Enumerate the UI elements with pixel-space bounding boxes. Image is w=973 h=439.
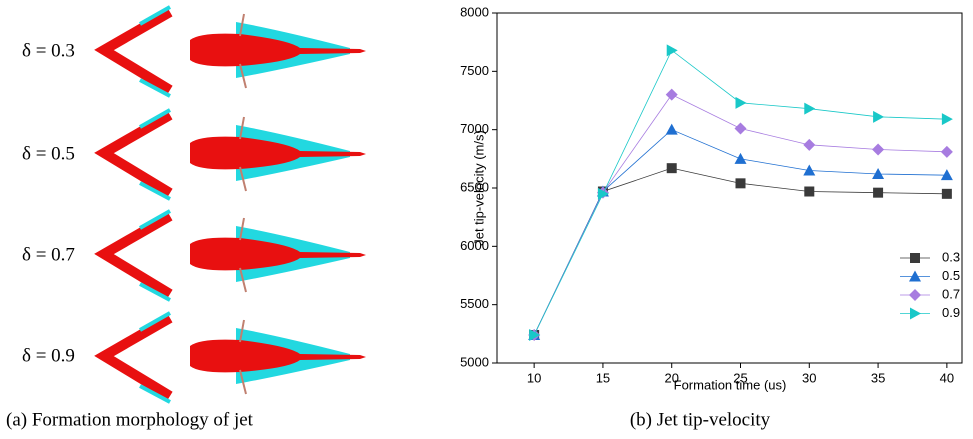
data-point <box>803 138 816 151</box>
y-tick-label: 5500 <box>460 296 489 311</box>
data-point <box>872 168 885 179</box>
jet-morphology <box>104 7 367 402</box>
plot-frame <box>496 12 963 364</box>
x-axis-label: Formation time (us) <box>674 377 787 392</box>
x-tick-label: 35 <box>871 370 885 385</box>
data-point <box>734 152 747 164</box>
caption: (b) Jet tip-velocity <box>630 409 771 430</box>
data-point <box>940 145 953 158</box>
data-point <box>665 88 678 101</box>
y-tick-label: 6000 <box>460 238 489 253</box>
data-point <box>735 96 747 109</box>
x-tick-label: 40 <box>940 370 954 385</box>
data-point <box>941 113 953 126</box>
data-point <box>941 188 952 199</box>
x-tick-label: 10 <box>527 370 541 385</box>
legend-label: 0.7 <box>942 286 960 301</box>
y-tick-label: 7500 <box>460 63 489 78</box>
legend-marker <box>909 289 921 301</box>
data-point <box>873 187 884 198</box>
legend-label: 0.9 <box>942 305 960 320</box>
legend-label: 0.3 <box>942 249 960 264</box>
data-point <box>529 329 541 341</box>
data-point <box>665 123 678 135</box>
x-tick-label: 25 <box>733 370 747 385</box>
data-point <box>873 110 885 123</box>
data-point <box>666 44 678 57</box>
delta-label: δ = 0.7 <box>22 244 75 265</box>
y-tick-label: 6500 <box>460 179 489 194</box>
data-point <box>804 186 815 197</box>
delta-label: δ = 0.9 <box>22 345 75 366</box>
data-point <box>597 187 609 200</box>
x-tick-label: 15 <box>596 370 610 385</box>
data-point <box>803 164 816 176</box>
data-point <box>734 122 747 135</box>
legend-marker <box>909 270 921 282</box>
y-tick-label: 5000 <box>460 354 489 369</box>
data-point <box>804 102 816 115</box>
legend-marker <box>910 307 921 320</box>
caption: (a) Formation morphology of jet <box>6 409 254 430</box>
x-tick-label: 30 <box>802 370 816 385</box>
legend-label: 0.5 <box>942 268 960 283</box>
data-point <box>735 178 746 189</box>
y-tick-label: 8000 <box>460 4 489 19</box>
y-axis-label: Jet tip-velocity (m/s) <box>471 130 486 246</box>
series-line <box>533 167 947 336</box>
y-tick-label: 7000 <box>460 121 489 136</box>
legend-marker <box>910 253 920 263</box>
delta-label: δ = 0.5 <box>22 143 75 164</box>
delta-label: δ = 0.3 <box>22 40 75 61</box>
data-point <box>666 163 677 174</box>
data-point <box>940 169 953 181</box>
x-tick-label: 20 <box>664 370 678 385</box>
data-point <box>872 143 885 156</box>
